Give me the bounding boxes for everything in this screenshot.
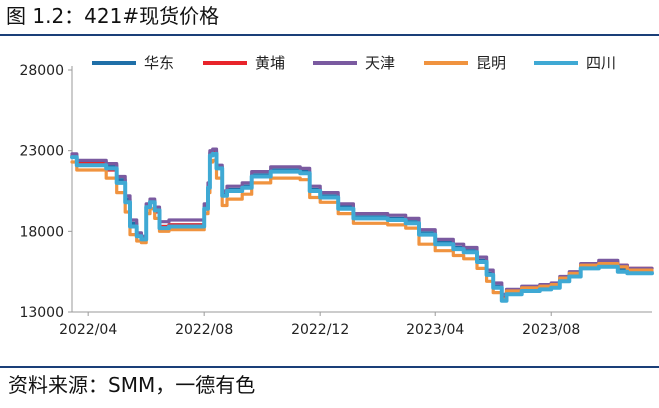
legend-item-5: 四川 [534, 54, 616, 72]
x-tick-label: 2022/04 [59, 322, 117, 338]
y-tick-label: 18000 [19, 224, 64, 240]
bottom-rule [0, 366, 659, 368]
legend: 华东 黄埔 天津 昆明 四川 [92, 54, 616, 72]
axes [71, 66, 652, 313]
legend-item-3: 天津 [313, 54, 395, 72]
y-tick-label: 23000 [19, 144, 64, 160]
top-rule [0, 34, 659, 36]
legend-label: 黄埔 [255, 54, 285, 72]
x-axis-ticks: 2022/04 2022/08 2022/12 2023/04 2023/08 [59, 312, 580, 338]
x-tick-label: 2023/08 [522, 322, 580, 338]
x-tick-label: 2022/08 [175, 322, 233, 338]
legend-label: 昆明 [476, 54, 506, 72]
legend-label: 四川 [586, 54, 616, 72]
y-tick-label: 28000 [19, 63, 64, 79]
x-tick-label: 2022/12 [291, 322, 349, 338]
series-lines [70, 147, 654, 303]
legend-label: 华东 [144, 54, 174, 72]
source-note: 资料来源：SMM，一德有色 [8, 373, 256, 397]
figure-title: 图 1.2：421#现货价格 [6, 4, 220, 28]
legend-label: 天津 [365, 54, 395, 72]
series-line-5 [70, 151, 654, 303]
y-axis-ticks: 28000 23000 18000 13000 [19, 63, 72, 321]
legend-item-4: 昆明 [424, 54, 506, 72]
legend-item-2: 黄埔 [203, 54, 285, 72]
legend-item-1: 华东 [92, 54, 174, 72]
x-tick-label: 2023/04 [406, 322, 464, 338]
y-tick-label: 13000 [19, 305, 64, 321]
